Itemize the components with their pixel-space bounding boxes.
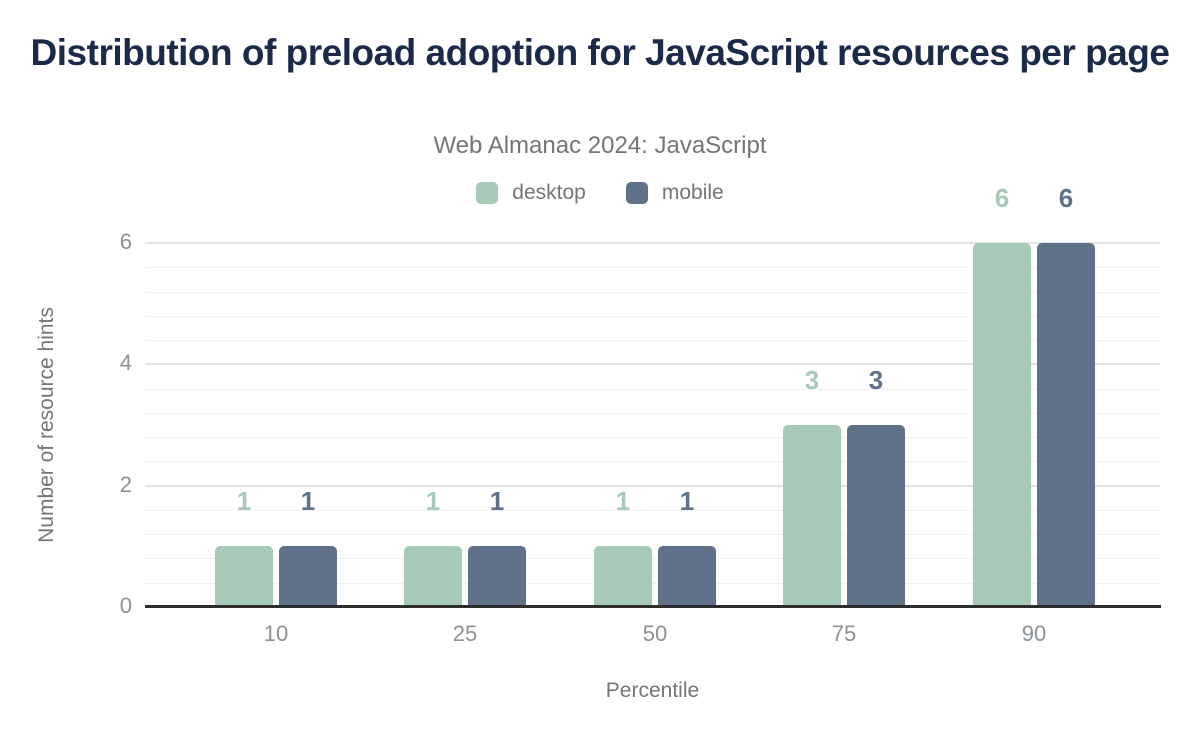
bar-value-label-mobile-50: 1 — [679, 486, 695, 516]
legend-swatch-mobile — [625, 182, 648, 204]
bar-mobile-10 — [279, 546, 337, 607]
x-axis-tick-label: 75 — [831, 621, 857, 646]
x-axis-line — [145, 605, 1161, 608]
gridline-minor — [145, 413, 1160, 414]
gridline-minor — [145, 340, 1160, 341]
gridline-minor — [145, 583, 1160, 584]
gridline-minor — [145, 292, 1160, 293]
bar-mobile-90 — [1037, 243, 1095, 607]
gridline-major — [145, 485, 1160, 487]
gridline-minor — [145, 510, 1160, 511]
legend-item-desktop: desktop — [476, 181, 586, 205]
gridline-minor — [145, 534, 1160, 535]
x-axis-title: Percentile — [605, 679, 700, 702]
legend-swatch-desktop — [476, 182, 499, 204]
bar-desktop-25 — [404, 546, 462, 607]
y-axis-tick-label: 0 — [119, 593, 132, 618]
bar-value-label-desktop-50: 1 — [615, 486, 631, 516]
x-axis-tick-label: 10 — [263, 621, 289, 646]
chart-subtitle: Web Almanac 2024: JavaScript — [433, 132, 767, 159]
bar-value-label-mobile-75: 3 — [868, 365, 884, 395]
gridline-minor — [145, 558, 1160, 559]
x-axis-tick-label: 25 — [452, 621, 478, 646]
bar-mobile-50 — [658, 546, 716, 607]
y-axis-title: Number of resource hints — [35, 307, 58, 543]
bar-value-label-mobile-90: 6 — [1058, 183, 1074, 213]
bar-mobile-75 — [847, 425, 905, 607]
x-axis-tick-label: 50 — [642, 621, 668, 646]
y-axis-tick-label: 4 — [119, 350, 132, 375]
gridline-minor — [145, 437, 1160, 438]
gridline-minor — [145, 461, 1160, 462]
legend-label-desktop: desktop — [512, 181, 586, 204]
gridline-minor — [145, 389, 1160, 390]
y-axis-tick-label: 6 — [119, 229, 132, 254]
chart-title: Distribution of preload adoption for Jav… — [30, 32, 1170, 73]
bar-value-label-mobile-10: 1 — [300, 486, 316, 516]
bar-desktop-75 — [783, 425, 841, 607]
gridline-minor — [145, 316, 1160, 317]
y-axis-tick-label: 2 — [119, 472, 132, 497]
gridline-major — [145, 363, 1160, 365]
bar-value-label-mobile-25: 1 — [489, 486, 505, 516]
legend: desktop mobile — [0, 181, 1200, 205]
x-axis-tick-label: 90 — [1021, 621, 1047, 646]
legend-label-mobile: mobile — [661, 181, 724, 204]
bar-desktop-50 — [594, 546, 652, 607]
bar-value-label-desktop-25: 1 — [425, 486, 441, 516]
bar-value-label-desktop-75: 3 — [804, 365, 820, 395]
bar-value-label-desktop-90: 6 — [994, 183, 1010, 213]
bar-desktop-90 — [973, 243, 1031, 607]
bar-value-label-desktop-10: 1 — [236, 486, 252, 516]
legend-item-mobile: mobile — [625, 181, 724, 205]
gridline-major — [145, 242, 1160, 244]
bar-desktop-10 — [215, 546, 273, 607]
bar-mobile-25 — [468, 546, 526, 607]
gridline-minor — [145, 267, 1160, 268]
